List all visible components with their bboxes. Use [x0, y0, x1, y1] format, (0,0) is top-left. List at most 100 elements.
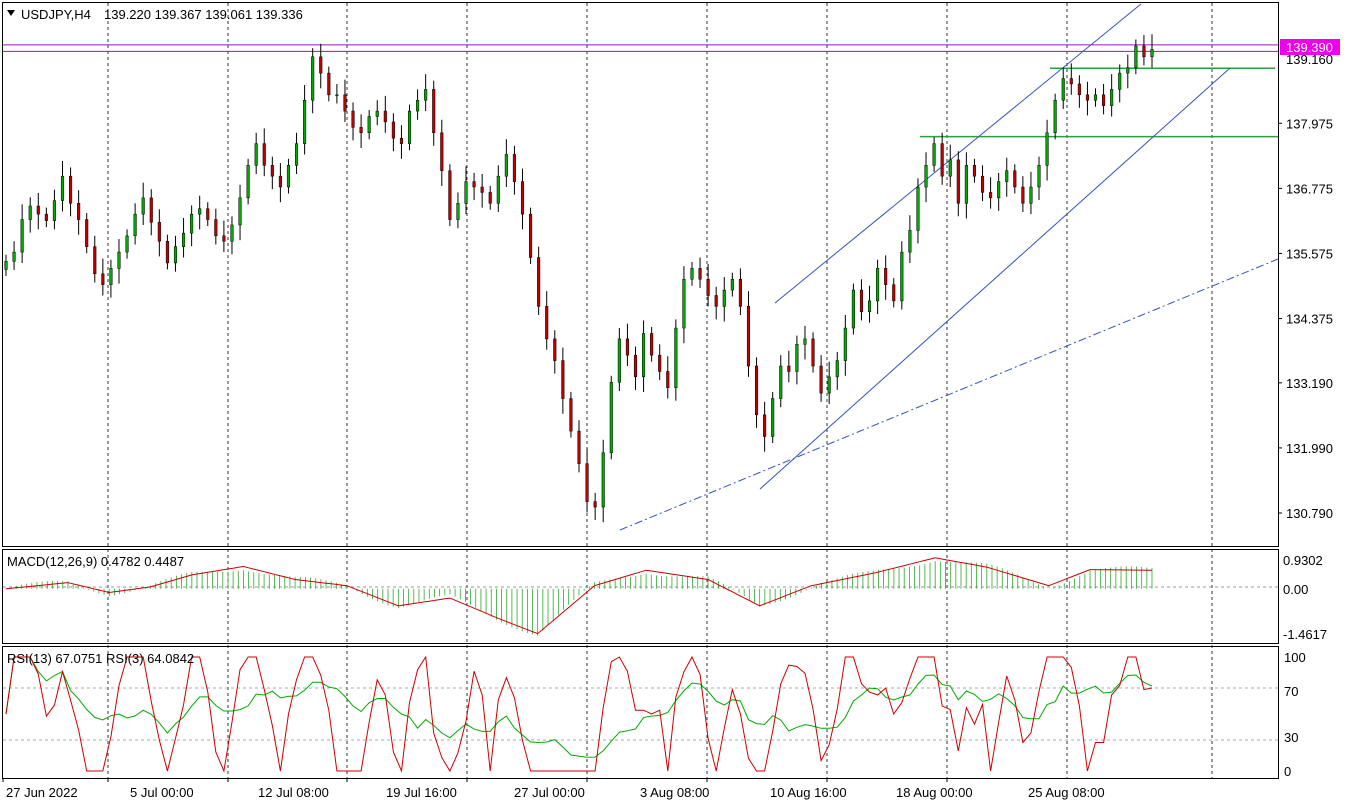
candle-body: [141, 197, 145, 215]
candle-body: [464, 181, 468, 204]
candle-body: [343, 94, 347, 112]
candle-body: [625, 338, 629, 356]
candle-body: [190, 213, 194, 234]
candle-body: [101, 273, 105, 285]
rsi-tick-label: 30: [1284, 730, 1298, 745]
time-tick-label: 19 Jul 16:00: [386, 785, 457, 800]
candle-body: [399, 137, 404, 144]
price-tick-label: 139.160: [1286, 52, 1333, 67]
candle-body: [650, 333, 654, 356]
candle-body: [1061, 78, 1065, 101]
candle-body: [916, 186, 920, 231]
rsi-tick-label: 100: [1284, 650, 1306, 665]
candle-body: [674, 327, 678, 388]
candle-body: [327, 72, 331, 96]
candle-body: [795, 344, 799, 372]
candle-body: [908, 230, 912, 253]
candle-body: [12, 251, 16, 262]
candle-body: [1077, 83, 1081, 96]
candlestick-series: [4, 34, 1154, 523]
time-tick-label: 27 Jun 2022: [6, 785, 78, 800]
candle-body: [1021, 186, 1025, 204]
candle-body: [771, 398, 775, 437]
candle-body: [181, 232, 186, 247]
candle-body: [884, 268, 888, 285]
current-price-box: [1280, 39, 1340, 55]
candle-body: [278, 175, 282, 188]
candle-body: [617, 338, 621, 383]
candle-body: [1069, 78, 1073, 85]
rsi-tick-label: 70: [1284, 684, 1298, 699]
candle-body: [60, 175, 65, 201]
candle-body: [851, 289, 855, 329]
candle-body: [730, 278, 734, 291]
candle-body: [367, 116, 371, 134]
time-tick-label: 3 Aug 08:00: [640, 785, 709, 800]
dropdown-triangle-icon[interactable]: [7, 10, 15, 16]
candle-body: [173, 246, 178, 264]
candle-body: [311, 56, 315, 101]
candle-body: [529, 213, 533, 258]
candle-body: [157, 222, 161, 242]
candle-body: [714, 295, 718, 307]
price-tick-label: 135.575: [1286, 246, 1333, 261]
candle-body: [472, 181, 476, 188]
candle-body: [456, 203, 460, 220]
candle-body: [924, 165, 928, 188]
candle-body: [609, 382, 613, 454]
candle-body: [488, 192, 492, 204]
candle-body: [722, 289, 726, 307]
candle-body: [351, 110, 355, 128]
candle-body: [246, 165, 250, 199]
time-tick-label: 18 Aug 00:00: [896, 785, 973, 800]
macd-axis: 0.9302 0.00 -1.4617: [1283, 553, 1327, 642]
candle-body: [77, 203, 81, 220]
candle-body: [440, 132, 444, 171]
candle-body: [480, 186, 484, 193]
candle-body: [69, 175, 73, 204]
candle-body: [416, 99, 420, 112]
candle-body: [222, 235, 226, 242]
candle-body: [270, 165, 274, 177]
candle-body: [262, 143, 266, 166]
symbol-label: USDJPY,H4: [21, 7, 91, 22]
candle-body: [633, 354, 638, 378]
candle-body: [214, 219, 218, 237]
candle-body: [690, 268, 694, 280]
time-tick-label: 25 Aug 08:00: [1028, 785, 1105, 800]
candle-body: [303, 99, 307, 144]
candle-body: [512, 154, 516, 182]
macd-panel-frame: [2, 549, 1279, 644]
price-tick-label: 130.790: [1286, 506, 1333, 521]
time-tick-label: 10 Aug 16:00: [770, 785, 847, 800]
candle-body: [787, 365, 791, 372]
candle-body: [375, 110, 379, 117]
macd-tick-label: 0.9302: [1283, 553, 1323, 568]
candle-body: [1013, 170, 1017, 188]
rsi-panel-frame: [2, 646, 1279, 779]
current-price-tag: 139.390: [1280, 39, 1340, 55]
candle-body: [876, 268, 880, 302]
candle-body: [1037, 165, 1041, 188]
dash-dot-trendline: [619, 258, 1279, 531]
candle-body: [1085, 94, 1089, 101]
candle-body: [585, 463, 589, 502]
main-header: USDJPY,H4 139.220 139.367 139.061 139.33…: [7, 7, 303, 22]
candle-body: [763, 414, 767, 437]
candle-body: [1045, 132, 1049, 166]
candle-body: [93, 246, 97, 275]
candle-body: [1093, 94, 1098, 101]
price-tick-label: 131.990: [1286, 441, 1333, 456]
candle-body: [972, 165, 977, 177]
price-tick-label: 134.375: [1286, 312, 1333, 327]
rsi-13-line: [5, 656, 1153, 758]
candle-body: [642, 333, 646, 378]
candle-body: [803, 338, 807, 345]
candle-body: [109, 268, 113, 285]
price-tick-label: 133.190: [1286, 376, 1333, 391]
candle-body: [133, 213, 137, 237]
rsi-3-line: [5, 655, 1153, 773]
candle-body: [738, 278, 742, 307]
horizontal-levels: [3, 44, 1278, 138]
macd-signal-line: [5, 557, 1152, 635]
